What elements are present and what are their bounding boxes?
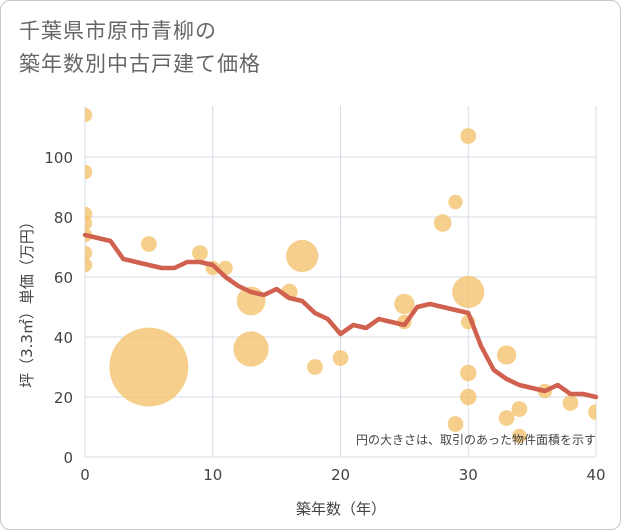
x-tick-label-10: 10 xyxy=(203,466,222,484)
bubble-point-18 xyxy=(394,293,415,315)
bubble-point-9 xyxy=(192,245,208,261)
bubble-point-34 xyxy=(588,404,596,420)
x-tick-label-20: 20 xyxy=(331,466,350,484)
bubble-point-7 xyxy=(109,327,189,407)
x-tick-label-40: 40 xyxy=(586,466,605,484)
bubble-point-23 xyxy=(460,128,477,144)
bubble-point-27 xyxy=(460,388,477,406)
bubble-point-28 xyxy=(496,345,517,365)
bubble-point-29 xyxy=(498,410,515,426)
x-axis-label: 築年数（年） xyxy=(296,500,386,518)
y-tick-label-80: 80 xyxy=(54,209,73,227)
bubble-point-16 xyxy=(307,359,323,375)
bubble-point-8 xyxy=(140,236,157,252)
bubble-point-15 xyxy=(286,239,319,273)
bubble-point-33 xyxy=(562,395,579,411)
x-tick-label-30: 30 xyxy=(459,466,478,484)
tick-labels: 0 10 20 30 40 0 20 40 60 80 100 xyxy=(44,149,605,484)
bubble-point-3 xyxy=(85,215,93,231)
y-tick-label-100: 100 xyxy=(44,149,73,167)
y-tick-label-20: 20 xyxy=(54,389,73,407)
y-tick-label-0: 0 xyxy=(63,449,73,467)
bubble-point-13 xyxy=(233,331,269,367)
trend-line xyxy=(82,232,599,400)
bubble-point-21 xyxy=(448,194,463,210)
chart-title-line-1: 千葉県市原市青柳の xyxy=(19,19,217,43)
y-tick-label-60: 60 xyxy=(54,269,73,287)
bubble-point-26 xyxy=(460,364,477,382)
bubble-point-30 xyxy=(511,401,528,417)
y-tick-label-40: 40 xyxy=(54,329,73,347)
chart-title: 千葉県市原市青柳の 築年数別中古戸建て価格 xyxy=(19,15,599,81)
bubble-point-0 xyxy=(85,107,93,123)
bubble-point-24 xyxy=(452,275,485,309)
trend-layer xyxy=(82,232,599,400)
bubble-point-20 xyxy=(433,214,452,232)
bubble-point-31 xyxy=(512,428,527,444)
size-note: 円の大きさは、取引のあった物件面積を示す xyxy=(356,432,596,447)
chart-title-line-2: 築年数別中古戸建て価格 xyxy=(19,52,261,76)
bubble-point-5 xyxy=(85,245,93,261)
y-axis-label: 坪（3.3㎡）単価（万円） xyxy=(18,214,36,388)
bubble-point-22 xyxy=(447,416,464,432)
bubble-point-1 xyxy=(85,164,93,180)
x-tick-label-0: 0 xyxy=(80,466,90,484)
bubble-point-17 xyxy=(332,350,349,366)
bubble-point-6 xyxy=(85,257,93,273)
